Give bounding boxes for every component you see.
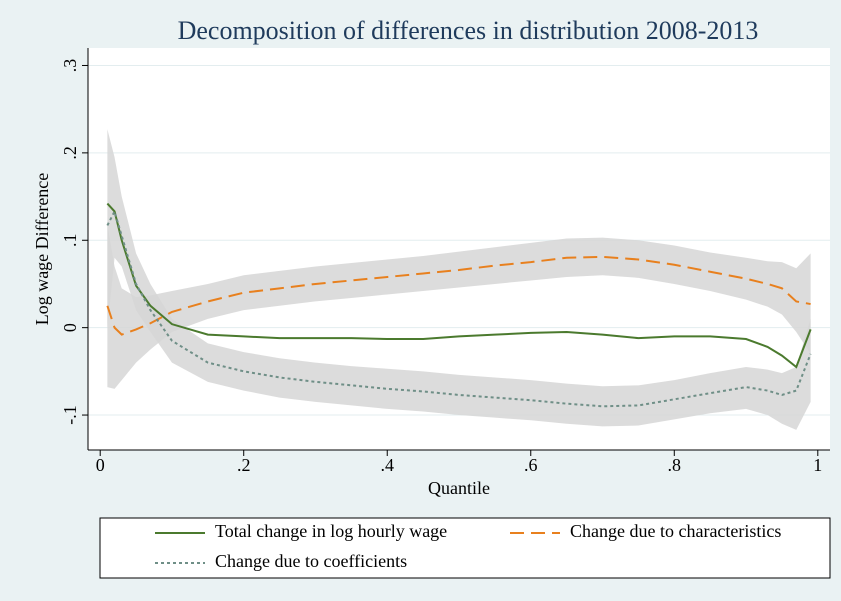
legend xyxy=(99,517,831,579)
series-line xyxy=(106,202,812,369)
series-line xyxy=(106,208,812,408)
chart-title: Decomposition of differences in distribu… xyxy=(178,16,759,45)
y-tick-label: .2 xyxy=(60,146,80,160)
x-tick-label: .2 xyxy=(237,455,251,475)
x-tick-label: .4 xyxy=(380,455,394,475)
legend-label: Change due to characteristics xyxy=(570,521,781,541)
x-tick-label: .8 xyxy=(668,455,682,475)
legend-label: Change due to coefficients xyxy=(215,551,407,571)
x-tick-label: 0 xyxy=(96,455,105,475)
confidence-band xyxy=(107,129,811,430)
x-tick-label: .6 xyxy=(524,455,538,475)
x-tick-label: 1 xyxy=(813,455,822,475)
legend-label: Total change in log hourly wage xyxy=(215,521,447,541)
y-tick-label: 0 xyxy=(60,323,80,332)
y-tick-label: .3 xyxy=(60,59,80,73)
series-line xyxy=(106,255,811,336)
y-tick-label: .1 xyxy=(60,234,80,248)
confidence-band xyxy=(107,224,811,389)
y-axis-title: Log wage Difference xyxy=(32,173,52,326)
x-axis-title: Quantile xyxy=(428,478,490,498)
y-tick-label: -.1 xyxy=(60,405,80,425)
